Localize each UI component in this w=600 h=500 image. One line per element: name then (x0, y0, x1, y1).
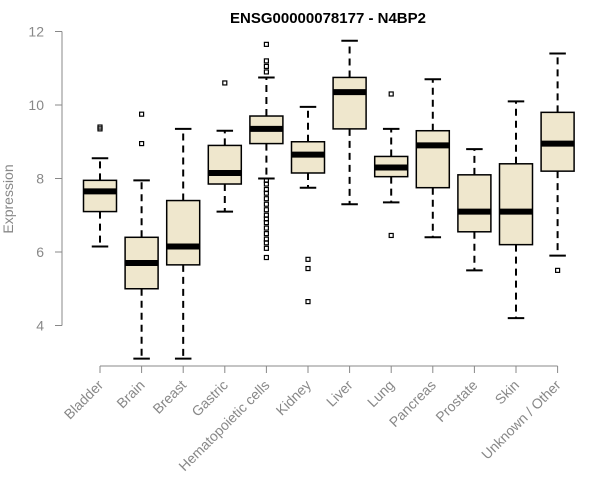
outlier-point (263, 190, 269, 196)
outlier-point (388, 232, 394, 239)
box-iqr (332, 76, 367, 130)
x-tick-label: Prostate (432, 377, 480, 425)
box-iqr (165, 199, 201, 266)
y-tick-label: 10 (28, 97, 44, 113)
box-iqr (415, 129, 451, 189)
x-tick-label: Liver (323, 377, 356, 410)
x-tick-label: Unknown / Other (478, 377, 564, 463)
outlier-point (139, 140, 145, 147)
y-axis-label: Expression (0, 164, 16, 233)
outlier-point (388, 91, 394, 97)
y-tick-label: 6 (36, 244, 44, 260)
outlier-point (97, 124, 103, 130)
x-tick-label: Kidney (273, 377, 315, 419)
box-breast (165, 127, 201, 360)
outlier-point (263, 63, 269, 70)
x-tick-label: Bladder (61, 377, 107, 423)
box-pancreas (415, 78, 451, 239)
y-tick-label: 4 (36, 318, 44, 334)
outlier-point (139, 111, 145, 117)
chart-title: ENSG00000078177 - N4BP2 (230, 10, 426, 27)
x-tick-label: Breast (149, 377, 189, 417)
box-lung (373, 91, 409, 239)
outlier-point (263, 225, 269, 231)
outlier-point (263, 220, 269, 226)
box-prostate (457, 148, 492, 272)
x-tick-label: Skin (492, 377, 523, 408)
outlier-point (263, 245, 269, 251)
outlier-point (305, 256, 311, 262)
outlier-point (263, 41, 269, 47)
y-tick-label: 12 (28, 24, 44, 40)
outlier-point (305, 299, 311, 305)
x-tick-label: Brain (113, 377, 147, 411)
box-liver (332, 39, 367, 206)
box-brain (124, 111, 159, 360)
box-bladder (82, 124, 118, 248)
outlier-point (263, 196, 269, 202)
outlier-point (305, 265, 311, 272)
x-tick-label: Lung (364, 377, 397, 410)
box-iqr (82, 179, 118, 213)
y-axis: 4 6 8 10 12 (28, 24, 63, 334)
outlier-point (263, 58, 269, 64)
outlier-point (222, 80, 228, 86)
box-gastric (207, 80, 243, 213)
box-hematopoietic-cells (249, 41, 284, 261)
outlier-point (263, 207, 269, 213)
box-iqr (457, 174, 492, 233)
box-iqr (207, 144, 243, 185)
outlier-point (263, 69, 269, 75)
box-kidney (290, 105, 326, 305)
outlier-point (263, 240, 269, 246)
outlier-point (263, 201, 269, 207)
outlier-point (263, 231, 269, 237)
outlier-point (263, 181, 269, 187)
boxes-group (82, 39, 575, 360)
outlier-point (554, 267, 561, 273)
y-tick-label: 8 (36, 171, 44, 187)
outlier-point (263, 254, 269, 261)
box-skin (498, 100, 534, 320)
box-iqr (498, 163, 534, 246)
box-unknown-other (540, 52, 575, 273)
